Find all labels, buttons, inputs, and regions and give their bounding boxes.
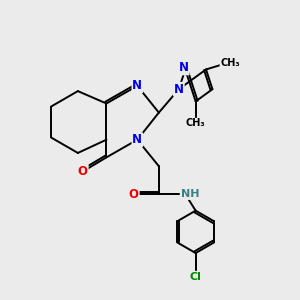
Text: CH₃: CH₃: [220, 58, 240, 68]
Text: N: N: [132, 79, 142, 92]
Text: N: N: [132, 133, 142, 146]
Text: N: N: [179, 61, 189, 74]
Text: NH: NH: [181, 189, 199, 199]
Text: CH₃: CH₃: [186, 118, 206, 128]
Text: N: N: [174, 83, 184, 96]
Text: O: O: [78, 165, 88, 178]
Text: O: O: [129, 188, 139, 201]
Text: Cl: Cl: [190, 272, 202, 282]
